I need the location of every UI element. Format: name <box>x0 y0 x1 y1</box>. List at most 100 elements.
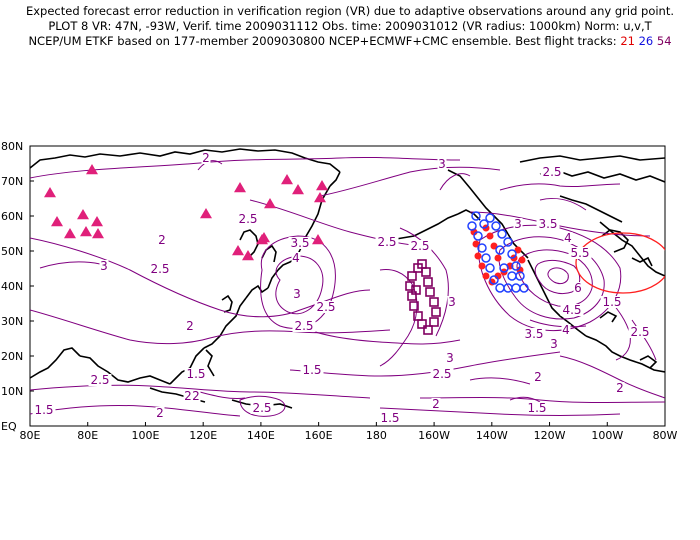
track-26-point <box>507 249 517 259</box>
track-26-point <box>481 253 491 263</box>
track-21-point <box>472 240 480 248</box>
track-54-point <box>423 277 433 287</box>
contour-label-bg <box>155 407 165 419</box>
contour-label-bg <box>560 304 584 316</box>
track-21-point <box>518 256 526 264</box>
lat-label: 80N <box>1 140 23 153</box>
lat-label: 70N <box>1 175 23 188</box>
header-line-1: Expected forecast error reduction in ver… <box>25 4 675 18</box>
contour-label-bg <box>314 301 338 313</box>
latitude-labels: 80N 70N 60N 50N 40N 30N 20N 10N EQ <box>1 140 23 433</box>
contour-label: 1.5 <box>302 363 321 377</box>
station-triangle <box>314 192 326 203</box>
flight-track-26 <box>467 211 529 293</box>
track-26-point <box>495 245 505 255</box>
track-21-point <box>474 252 482 260</box>
track-26-point <box>477 243 487 253</box>
contour-label-bg <box>573 282 583 294</box>
contour-label-bg <box>184 368 208 380</box>
contour-label: 2.5 <box>377 235 396 249</box>
lat-label: 30N <box>1 315 23 328</box>
contour-label-bg <box>628 326 652 338</box>
track-26-point <box>467 221 477 231</box>
contour-label: 2.5 <box>294 319 313 333</box>
contour-label: 3 <box>550 337 558 351</box>
track-21-point <box>490 242 498 250</box>
contour-label: 2.5 <box>410 239 429 253</box>
contour-label: 2.5 <box>150 262 169 276</box>
lon-label: 140E <box>247 429 275 442</box>
track-54-point <box>411 285 421 295</box>
contour-label-bg <box>437 158 447 170</box>
track-26-point <box>479 219 489 229</box>
station-triangle <box>242 250 254 261</box>
track-26-point <box>499 263 509 273</box>
track-21-point <box>486 232 494 240</box>
lon-label: 140W <box>476 429 508 442</box>
track-26-point <box>485 263 495 273</box>
station-triangle <box>200 208 212 219</box>
station-triangle <box>281 174 293 185</box>
contour-label: 1.5 <box>34 403 53 417</box>
contour-label: 2 <box>192 389 200 403</box>
track-21-point <box>514 246 522 254</box>
track-26-point <box>489 275 499 285</box>
coastlines <box>30 148 665 409</box>
contour-label: 2 <box>156 406 164 420</box>
verification-region-circle <box>575 232 665 294</box>
station-triangle <box>44 187 56 198</box>
contour-label-bg <box>447 296 457 308</box>
contour-label: 3.5 <box>290 236 309 250</box>
contour-label-bg <box>292 320 316 332</box>
track-26-point <box>491 221 501 231</box>
flight-track-54 <box>405 259 441 335</box>
station-triangle <box>51 216 63 227</box>
contour-label: 3 <box>293 287 301 301</box>
contour-label-bg <box>540 166 564 178</box>
header-line-2: PLOT 8 VR: 47N, -93W, Verif. time 200903… <box>48 19 652 33</box>
contour-label: 2.5 <box>542 165 561 179</box>
station-triangle <box>258 232 270 243</box>
contour-label-bg <box>185 320 195 332</box>
track-54-point <box>431 307 441 317</box>
contour-label: 2 <box>432 397 440 411</box>
contour-label: 2.5 <box>90 373 109 387</box>
track-26-point <box>519 283 529 293</box>
contour-label: 1.5 <box>186 367 205 381</box>
contour-label-bg <box>183 390 193 402</box>
header-line-3: NCEP/UM ETKF based on 177-member 2009030… <box>0 34 700 49</box>
contour-label: 4 <box>562 323 570 337</box>
contour-label: 3 <box>438 157 446 171</box>
contour-label-bg <box>88 374 112 386</box>
track-26-point <box>503 237 513 247</box>
contour-label-bg <box>32 404 56 416</box>
contour-label-bg <box>191 390 201 402</box>
station-triangle <box>92 228 104 239</box>
station-triangle <box>77 209 89 220</box>
track-54-point <box>409 301 419 311</box>
track-54-point <box>429 317 439 327</box>
contour-label-bg <box>99 260 109 272</box>
track-26-point <box>497 229 507 239</box>
track-26-point <box>511 261 521 271</box>
station-triangle <box>234 182 246 193</box>
lat-label: 40N <box>1 280 23 293</box>
contour-label-bg <box>615 382 625 394</box>
contour-label: 5.5 <box>570 246 589 260</box>
contour-label-bg <box>568 247 592 259</box>
contour-label-bg <box>430 368 454 380</box>
station-triangle <box>232 245 244 256</box>
track-26-point <box>473 231 483 241</box>
contour-label: 2.5 <box>630 325 649 339</box>
lat-label: EQ <box>1 420 17 433</box>
lat-label: 50N <box>1 245 23 258</box>
contour-label-bg <box>525 402 549 414</box>
track-21-point <box>494 254 502 262</box>
track-54-label: 54 <box>656 34 672 48</box>
track-26-label: 26 <box>638 34 654 48</box>
contour-label-bg <box>300 364 324 376</box>
lon-label: 160E <box>305 429 333 442</box>
contour-label: 3 <box>100 259 108 273</box>
lon-label: 100W <box>591 429 623 442</box>
